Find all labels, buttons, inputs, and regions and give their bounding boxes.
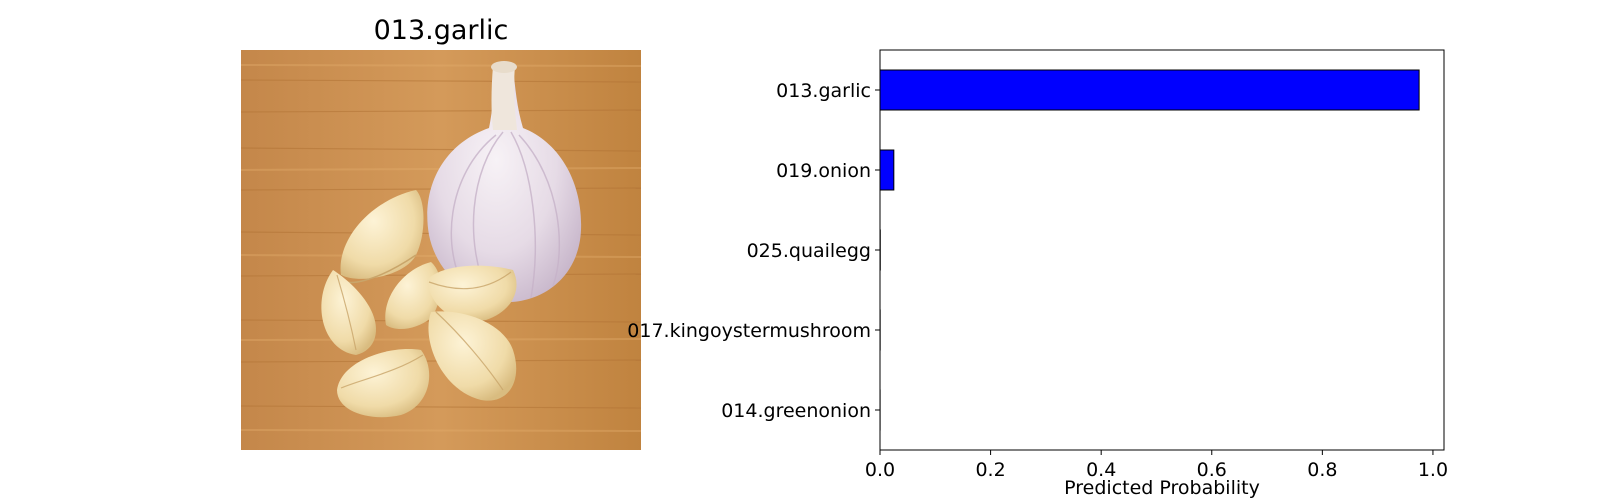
y-tick-label: 014.greenonion	[721, 400, 871, 422]
x-tick-label: 0.8	[1307, 459, 1337, 481]
x-tick-label: 0.6	[1197, 459, 1227, 481]
y-tick-label: 017.kingoystermushroom	[627, 320, 871, 342]
image-title: 013.garlic	[373, 15, 509, 46]
bar-013.garlic	[879, 69, 1420, 111]
x-tick-label: 1.0	[1418, 459, 1448, 481]
y-tick-label: 013.garlic	[776, 80, 871, 102]
x-tick-label: 0.2	[975, 459, 1005, 481]
garlic-photo	[241, 50, 641, 450]
garlic-photo-drawing	[241, 50, 641, 450]
y-tick-label: 019.onion	[776, 160, 871, 182]
x-tick-label: 0.0	[865, 459, 895, 481]
bar-019.onion	[879, 149, 895, 191]
x-axis-label: Predicted Probability	[1064, 477, 1260, 499]
y-tick-label: 025.quailegg	[747, 240, 871, 262]
x-tick-label: 0.4	[1086, 459, 1116, 481]
